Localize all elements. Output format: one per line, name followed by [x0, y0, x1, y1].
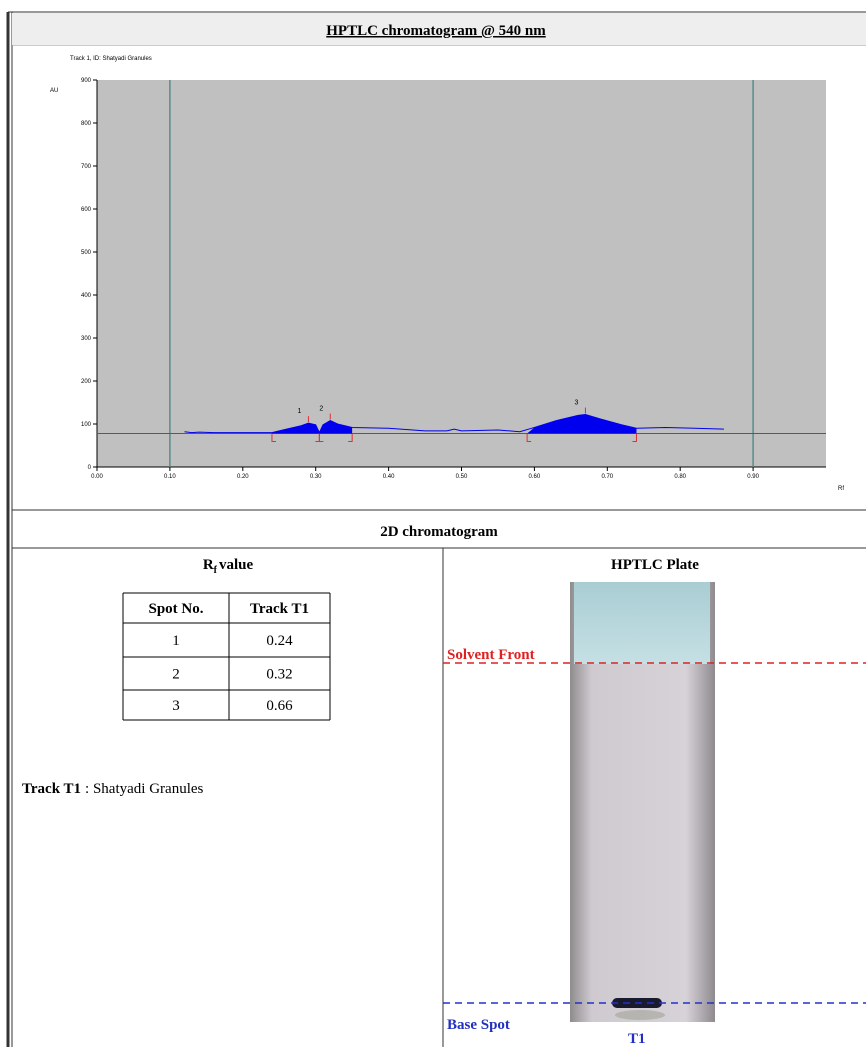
table-cell: 3	[172, 698, 180, 714]
x-tick-label: 0.40	[383, 474, 395, 480]
rf-r: R	[203, 557, 214, 573]
rf-heading: Rf value	[203, 557, 254, 576]
table-cell: 0.24	[266, 633, 293, 649]
chart-subtitle: Track 1, ID: Shatyadi Granules	[70, 56, 152, 62]
x-tick-label: 0.50	[456, 474, 468, 480]
plot-area	[97, 80, 826, 467]
table-cell: 0.66	[266, 698, 293, 714]
peak-bracket	[526, 433, 532, 442]
y-tick-label: 500	[81, 250, 92, 256]
x-axis-label: Rf	[838, 486, 844, 492]
peak-label: 1	[297, 408, 301, 415]
y-tick-label: 600	[81, 207, 92, 213]
chart-title: HPTLC chromatogram @ 540 nm	[326, 23, 546, 39]
table-cell: 1	[172, 633, 180, 649]
y-tick-label: 900	[81, 78, 92, 84]
peak-area	[271, 423, 320, 434]
note-text: : Shatyadi Granules	[85, 781, 203, 797]
table-cell: 2	[172, 667, 180, 683]
y-tick-label: 300	[81, 336, 92, 342]
plate-heading: HPTLC Plate	[611, 557, 699, 573]
section-title: 2D chromatogram	[380, 524, 498, 540]
y-tick-label: 100	[81, 422, 92, 428]
solvent-front-label: Solvent Front	[447, 647, 535, 663]
table-cell: 0.32	[266, 667, 292, 683]
peak-bracket	[318, 433, 324, 442]
table-cell: Spot No.	[148, 601, 203, 617]
x-tick-label: 0.80	[674, 474, 686, 480]
x-tick-label: 0.00	[91, 474, 103, 480]
track-label: T1	[628, 1031, 646, 1047]
y-tick-label: 400	[81, 293, 92, 299]
x-tick-label: 0.90	[747, 474, 759, 480]
table-cell: Track T1	[250, 601, 309, 617]
y-tick-label: 200	[81, 379, 92, 385]
y-axis-label: AU	[50, 88, 58, 94]
peak-area	[527, 414, 637, 434]
track-note: Track T1: Shatyadi Granules	[22, 781, 204, 797]
peak-area	[319, 420, 353, 434]
x-tick-label: 0.60	[529, 474, 541, 480]
x-tick-label: 0.10	[164, 474, 176, 480]
peak-label: 2	[319, 406, 323, 413]
x-tick-label: 0.20	[237, 474, 249, 480]
peak-bracket	[632, 433, 637, 442]
rf-sub: f	[214, 565, 218, 576]
y-tick-label: 700	[81, 164, 92, 170]
x-tick-label: 0.70	[601, 474, 613, 480]
title-bar	[12, 13, 866, 45]
rf-rest: value	[219, 557, 254, 573]
y-tick-label: 0	[88, 465, 92, 471]
trace-line	[184, 414, 724, 434]
plate-image	[570, 582, 715, 1022]
y-tick-label: 800	[81, 121, 92, 127]
x-tick-label: 0.30	[310, 474, 322, 480]
peak-bracket	[348, 433, 353, 442]
peak-label: 3	[574, 400, 578, 407]
note-key: Track T1	[22, 781, 81, 797]
base-spot-label: Base Spot	[447, 1017, 510, 1033]
peak-bracket	[271, 433, 276, 442]
